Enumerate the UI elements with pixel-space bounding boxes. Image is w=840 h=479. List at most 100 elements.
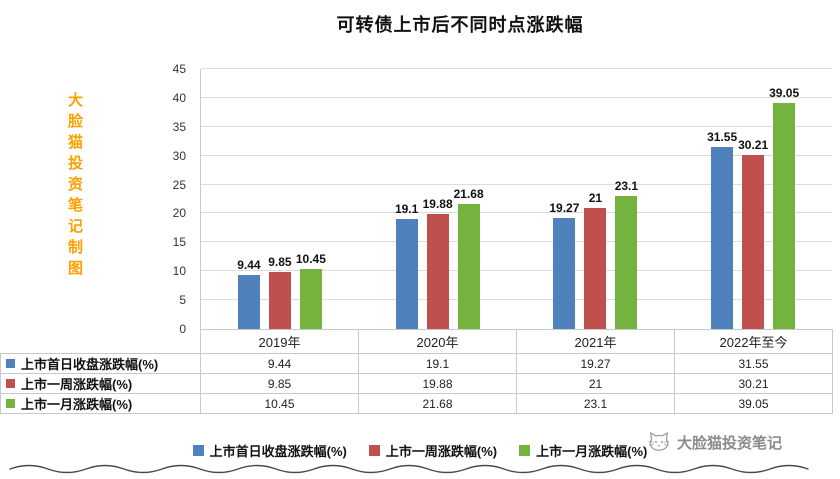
- bar-column: 9.44: [237, 257, 261, 329]
- value-cell: 19.27: [516, 353, 675, 374]
- value-cell: 30.21: [674, 373, 833, 394]
- value-cell: 9.85: [200, 373, 359, 394]
- bar: [773, 103, 796, 329]
- bar: [395, 218, 418, 329]
- bar-value-label: 9.85: [268, 255, 292, 270]
- y-tick-label: 0: [179, 322, 186, 336]
- value-cell: 21.68: [358, 393, 517, 414]
- series-name: 上市一月涨跌幅(%): [21, 397, 133, 412]
- gridline: [201, 241, 832, 243]
- series-label-cell: 上市一月涨跌幅(%): [0, 393, 201, 414]
- bar-column: 30.21: [738, 138, 768, 329]
- bar-column: 10.45: [296, 252, 326, 329]
- y-tick-label: 30: [172, 148, 186, 163]
- y-axis: 0 5 10 15 20 25 30 35 40 45: [150, 62, 192, 336]
- bar-value-label: 23.1: [614, 178, 639, 193]
- y-tick-label: 40: [172, 90, 186, 105]
- category-label: 2020年: [358, 329, 517, 354]
- plot-area: 9.44 9.85 10.45 19.1 19.88 21.68 19.27 21 23.1 31…: [200, 68, 832, 329]
- bar-column: 19.27: [549, 201, 579, 329]
- bar-column: 23.1: [614, 178, 639, 329]
- bar: [237, 274, 260, 329]
- legend-label: 上市一周涨跌幅(%): [385, 444, 498, 459]
- bar-column: 19.1: [395, 202, 418, 329]
- legend-swatch-icon: [519, 445, 531, 456]
- y-tick-label: 20: [172, 206, 186, 221]
- bar: [553, 217, 576, 329]
- series-label: 上市一月涨跌幅(%): [2, 395, 200, 413]
- value-cell: 31.55: [674, 353, 833, 374]
- bar-group: 19.1 19.88 21.68: [359, 69, 517, 329]
- gridline: [201, 96, 832, 98]
- bar-value-label: 21.68: [453, 186, 484, 201]
- legend-item: 上市一周涨跌幅(%): [368, 441, 498, 460]
- bar-value-label: 19.88: [422, 197, 453, 212]
- bar-value-label: 19.27: [549, 200, 580, 215]
- value-cell: 21: [516, 373, 675, 394]
- y-tick-label: 25: [172, 177, 186, 192]
- y-tick-label: 35: [172, 119, 186, 134]
- bar-value-label: 30.21: [738, 137, 769, 152]
- series-key-icon: [6, 379, 15, 388]
- table-category-row: 2019年 2020年 2021年 2022年至今: [0, 329, 833, 354]
- gridline: [201, 299, 832, 301]
- wavy-line-icon: [9, 464, 809, 474]
- chart-title: 可转债上市后不同时点涨跌幅: [336, 15, 584, 35]
- value-cell: 19.1: [358, 353, 517, 374]
- bar-group: 19.27 21 23.1: [517, 69, 675, 329]
- table-corner-cell: [0, 329, 201, 354]
- category-label: 2021年: [516, 329, 675, 354]
- plot-groups: 9.44 9.85 10.45 19.1 19.88 21.68 19.27 21 23.1 31…: [201, 69, 832, 329]
- bar-value-label: 9.44: [237, 257, 261, 272]
- bar-column: 21: [584, 190, 607, 329]
- bar-group: 31.55 30.21 39.05: [674, 69, 832, 329]
- value-cell: 9.44: [200, 353, 359, 374]
- legend-item: 上市首日收盘涨跌幅(%): [192, 441, 347, 460]
- category-label: 2019年: [200, 329, 359, 354]
- legend-item: 上市一月涨跌幅(%): [519, 441, 647, 460]
- footer-watermark: 大脸猫投资笔记: [647, 430, 782, 454]
- category-label: 2022年至今: [674, 329, 833, 354]
- bar-column: 31.55: [707, 130, 737, 329]
- bar: [426, 214, 449, 329]
- series-name: 上市首日收盘涨跌幅(%): [21, 357, 159, 372]
- footer-watermark-text: 大脸猫投资笔记: [676, 434, 782, 452]
- series-label: 上市首日收盘涨跌幅(%): [2, 355, 200, 373]
- bar: [268, 272, 291, 329]
- legend: 上市首日收盘涨跌幅(%) 上市一周涨跌幅(%) 上市一月涨跌幅(%): [90, 441, 750, 460]
- y-tick-label: 45: [172, 62, 186, 76]
- bar: [457, 203, 480, 329]
- data-table-body: 2019年 2020年 2021年 2022年至今 上市首日收盘涨跌幅(%) 9.44 19…: [0, 329, 833, 414]
- bar: [584, 207, 607, 329]
- legend-label: 上市首日收盘涨跌幅(%): [209, 444, 347, 459]
- gridline: [201, 125, 832, 127]
- bar: [299, 268, 322, 329]
- left-watermark: 大脸猫投资笔记制图: [66, 92, 83, 281]
- y-tick-label: 5: [179, 293, 186, 308]
- gridline: [201, 183, 832, 185]
- bar-column: 39.05: [769, 86, 799, 329]
- bar: [711, 146, 734, 329]
- bar-column: 19.88: [423, 197, 453, 329]
- bar-value-label: 10.45: [295, 251, 326, 266]
- data-table: 2019年 2020年 2021年 2022年至今 上市首日收盘涨跌幅(%) 9.44 19…: [0, 329, 833, 414]
- value-cell: 10.45: [200, 393, 359, 414]
- series-label-cell: 上市首日收盘涨跌幅(%): [0, 353, 201, 374]
- series-row: 上市一周涨跌幅(%) 9.85 19.88 21 30.21: [0, 373, 833, 394]
- value-cell: 19.88: [358, 373, 517, 394]
- series-row: 上市首日收盘涨跌幅(%) 9.44 19.1 19.27 31.55: [0, 353, 833, 374]
- bar-group: 9.44 9.85 10.45: [201, 69, 359, 329]
- gridline: [201, 212, 832, 214]
- value-cell: 23.1: [516, 393, 675, 414]
- bar: [742, 154, 765, 329]
- cat-icon: [649, 431, 669, 451]
- legend-label: 上市一月涨跌幅(%): [536, 444, 648, 459]
- bar-column: 9.85: [268, 255, 292, 329]
- y-tick-label: 15: [172, 235, 186, 250]
- bar-value-label: 21: [588, 190, 603, 205]
- legend-swatch-icon: [192, 445, 204, 456]
- series-label: 上市一周涨跌幅(%): [2, 375, 200, 393]
- y-tick-label: 10: [172, 264, 186, 279]
- series-key-icon: [6, 359, 15, 368]
